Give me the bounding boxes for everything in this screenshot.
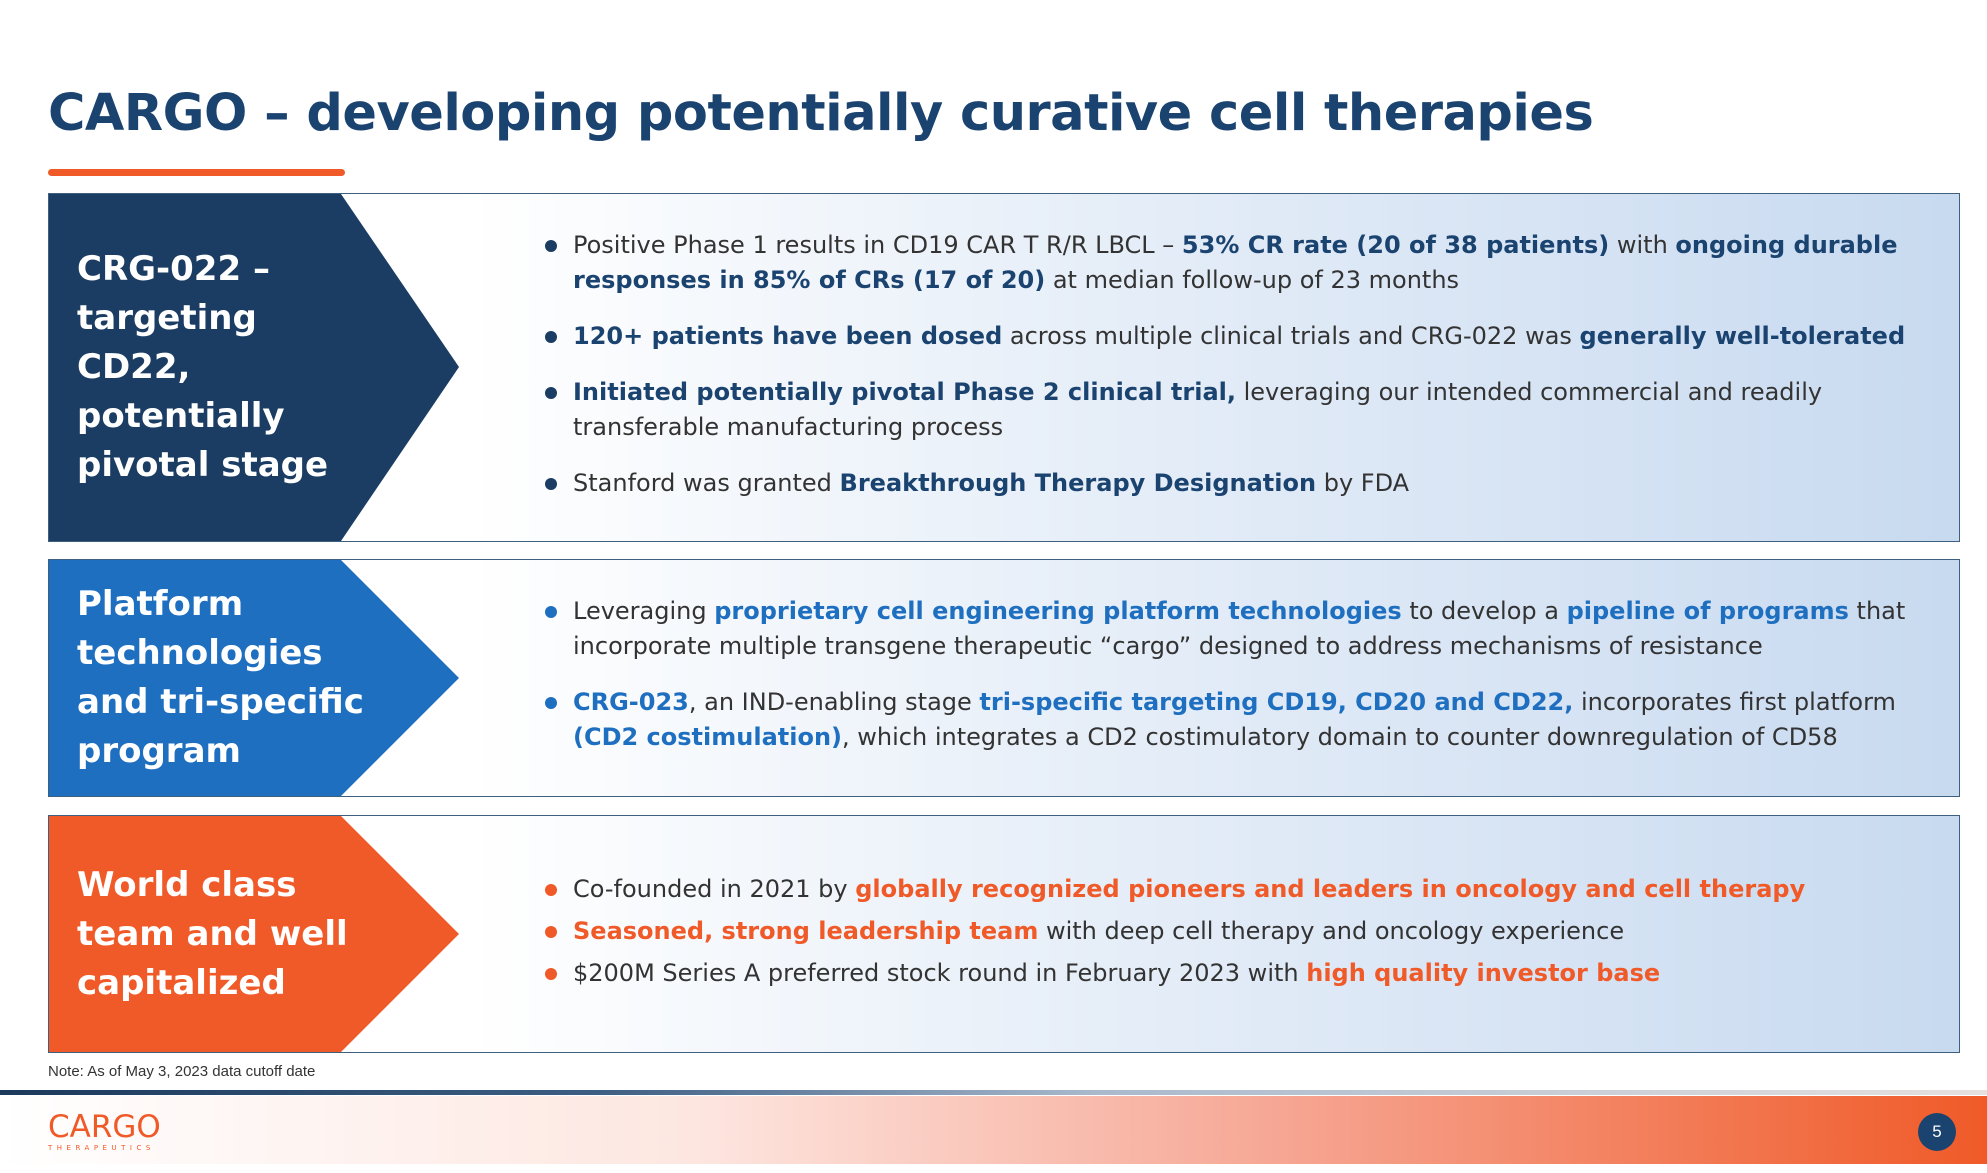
bullet-item: Positive Phase 1 results in CD19 CAR T R… xyxy=(543,228,1945,298)
bullet-item: Initiated potentially pivotal Phase 2 cl… xyxy=(543,375,1945,445)
bullet-seg: with xyxy=(1609,231,1676,259)
bullet-seg: incorporates first platform xyxy=(1573,688,1896,716)
logo-wordmark: CARGO xyxy=(48,1109,161,1145)
bullet-highlight: (CD2 costimulation) xyxy=(573,723,843,751)
bullet-highlight: Seasoned, strong leadership team xyxy=(573,917,1039,945)
bullet-dot xyxy=(545,240,557,252)
bullet-seg: , which integrates a CD2 costimulatory d… xyxy=(842,723,1838,751)
section-label: World class team and well capitalized xyxy=(77,864,348,1003)
section-chevron: CRG-022 – targeting CD22, potentially pi… xyxy=(49,194,459,541)
bullet-seg: Stanford was granted xyxy=(573,469,840,497)
bullet-seg: leveraging our intended commercial and r… xyxy=(573,378,1823,441)
logo-subtitle: THERAPEUTICS xyxy=(48,1144,155,1152)
bullet-seg: to develop a xyxy=(1401,597,1567,625)
footer-divider xyxy=(0,1090,1987,1095)
bullet-highlight: pipeline of programs xyxy=(1566,597,1849,625)
bullet-highlight: globally recognized pioneers and leaders… xyxy=(855,875,1806,903)
page-number: 5 xyxy=(1918,1113,1956,1151)
bullet-dot xyxy=(545,697,557,709)
bullet-item: $200M Series A preferred stock round in … xyxy=(543,956,1945,991)
bullet-seg: $200M Series A preferred stock round in … xyxy=(573,959,1307,987)
bullet-list: Co-founded in 2021 by globally recognize… xyxy=(543,872,1945,991)
footer-bar xyxy=(0,1096,1987,1164)
bullet-dot xyxy=(545,606,557,618)
bullet-highlight: 120+ patients have been dosed xyxy=(573,322,1003,350)
bullet-highlight: generally well-tolerated xyxy=(1579,322,1906,350)
bullet-seg: that incorporate multiple transgene ther… xyxy=(573,597,1906,660)
section-platform: Platform technologies and tri-specific p… xyxy=(48,559,1960,797)
bullet-item: CRG-023, an IND-enabling stage tri-speci… xyxy=(543,685,1945,755)
bullet-seg: across multiple clinical trials and CRG-… xyxy=(1002,322,1580,350)
bullet-seg: at median follow-up of 23 months xyxy=(1045,266,1460,294)
bullet-seg: , an IND-enabling stage xyxy=(688,688,980,716)
bullet-item: Leveraging proprietary cell engineering … xyxy=(543,594,1945,664)
bullet-highlight: 53% CR rate (20 of 38 patients) xyxy=(1181,231,1610,259)
bullet-list: Positive Phase 1 results in CD19 CAR T R… xyxy=(543,228,1945,501)
section-team: World class team and well capitalized Co… xyxy=(48,815,1960,1053)
bullet-highlight: high quality investor base xyxy=(1306,959,1661,987)
bullet-item: Co-founded in 2021 by globally recognize… xyxy=(543,872,1945,907)
bullet-dot xyxy=(545,926,557,938)
bullet-dot xyxy=(545,478,557,490)
bullet-item: Stanford was granted Breakthrough Therap… xyxy=(543,466,1945,501)
section-crg022: CRG-022 – targeting CD22, potentially pi… xyxy=(48,193,1960,542)
section-label: Platform technologies and tri-specific p… xyxy=(77,584,364,771)
company-logo: CARGO THERAPEUTICS xyxy=(48,1109,161,1153)
footnote: Note: As of May 3, 2023 data cutoff date xyxy=(48,1063,316,1080)
bullet-dot xyxy=(545,968,557,980)
bullet-dot xyxy=(545,331,557,343)
section-chevron: Platform technologies and tri-specific p… xyxy=(49,560,459,796)
section-chevron: World class team and well capitalized xyxy=(49,816,459,1052)
page-title: CARGO – developing potentially curative … xyxy=(48,84,1594,143)
bullet-highlight: Initiated potentially pivotal Phase 2 cl… xyxy=(573,378,1236,406)
bullet-item: 120+ patients have been dosed across mul… xyxy=(543,319,1945,354)
bullet-seg: Leveraging xyxy=(573,597,715,625)
bullet-seg: Co-founded in 2021 by xyxy=(573,875,856,903)
bullet-item: Seasoned, strong leadership team with de… xyxy=(543,914,1945,949)
section-label: CRG-022 – targeting CD22, potentially pi… xyxy=(77,249,329,485)
bullet-highlight: proprietary cell engineering platform te… xyxy=(714,597,1402,625)
bullet-dot xyxy=(545,884,557,896)
bullet-seg: by FDA xyxy=(1316,469,1410,497)
bullet-list: Leveraging proprietary cell engineering … xyxy=(543,594,1945,755)
bullet-dot xyxy=(545,387,557,399)
bullet-seg: with deep cell therapy and oncology expe… xyxy=(1038,917,1625,945)
bullet-highlight: ongoing durable responses in 85% of CRs … xyxy=(573,231,1898,294)
bullet-highlight: CRG-023 xyxy=(573,688,689,716)
title-underline xyxy=(48,169,345,176)
bullet-seg: Positive Phase 1 results in CD19 CAR T R… xyxy=(573,231,1182,259)
bullet-highlight: Breakthrough Therapy Designation xyxy=(839,469,1317,497)
bullet-highlight: tri-specific targeting CD19, CD20 and CD… xyxy=(979,688,1574,716)
